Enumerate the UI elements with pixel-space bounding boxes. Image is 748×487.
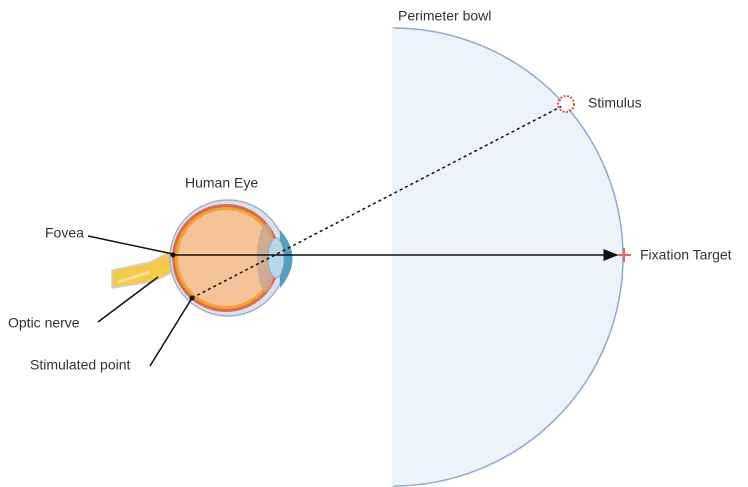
label: Human Eye <box>185 175 258 191</box>
title: Perimeter bowl <box>398 8 491 24</box>
fovea-leader <box>87 235 174 255</box>
label: Stimulated point <box>30 357 131 373</box>
stimulus-ray <box>191 103 567 299</box>
label: Stimulus <box>588 95 642 111</box>
fixation-cross <box>617 248 631 262</box>
label: Fixation Target <box>640 247 732 263</box>
eye <box>111 199 293 317</box>
stimulated-leader <box>149 297 193 367</box>
label: Fovea <box>45 225 84 241</box>
label: Optic nerve <box>8 315 80 331</box>
fovea-dot <box>170 252 176 258</box>
optic-nerve-leader <box>97 276 159 323</box>
stimulated-dot <box>189 295 195 301</box>
stimulus-marker <box>557 95 575 113</box>
perimeter-bowl <box>392 27 624 487</box>
